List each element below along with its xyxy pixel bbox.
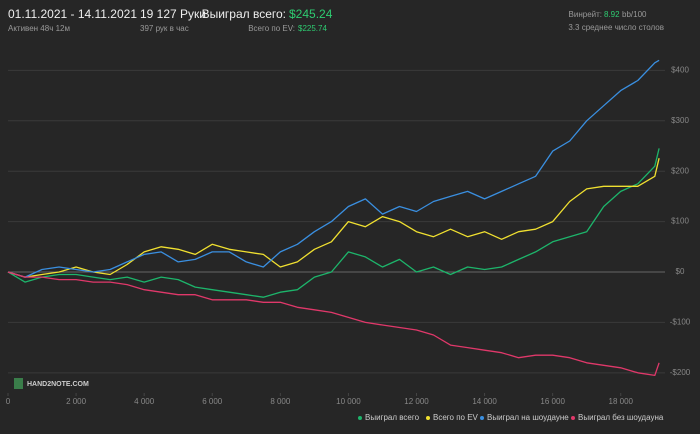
- legend-label: Выиграл на шоудауне: [487, 413, 569, 422]
- winrate-label: Винрейт:: [569, 10, 602, 19]
- x-tick-label: 4 000: [134, 397, 155, 406]
- x-tick-label: 16 000: [540, 397, 565, 406]
- hands: 19 127 Руки: [140, 7, 206, 21]
- date-range: 01.11.2021 - 14.11.2021: [8, 7, 137, 21]
- legend-swatch: [571, 416, 575, 420]
- y-tick-label: $0: [676, 267, 685, 276]
- active-time: Активен 48ч 12м: [8, 24, 70, 33]
- hands-per-hour: 397 рук в час: [140, 24, 189, 33]
- legend-label: Выиграл без шоудауна: [578, 413, 664, 422]
- x-tick-label: 0: [6, 397, 11, 406]
- series-line: [7, 59, 660, 278]
- y-tick-label: -$100: [670, 318, 691, 327]
- y-tick-label: -$200: [670, 368, 691, 377]
- legend-swatch: [480, 416, 484, 420]
- won-value: $245.24: [289, 7, 333, 21]
- winrate-unit: bb/100: [622, 10, 647, 19]
- y-tick-label: $100: [671, 217, 689, 226]
- legend-swatch: [358, 416, 362, 420]
- series-line: [7, 148, 660, 298]
- x-tick-label: 6 000: [202, 397, 223, 406]
- y-tick-label: $200: [671, 166, 689, 175]
- x-tick-label: 18 000: [609, 397, 634, 406]
- y-tick-label: $400: [671, 66, 689, 75]
- x-tick-label: 12 000: [404, 397, 429, 406]
- x-tick-label: 14 000: [472, 397, 497, 406]
- series-line: [7, 158, 660, 278]
- legend-label: Выиграл всего: [365, 413, 420, 422]
- winrate-value: 8.92: [604, 10, 620, 19]
- legend-label: Всего по EV: [433, 413, 479, 422]
- won-label: Выиграл всего:: [202, 7, 286, 21]
- ev-value: $225.74: [298, 24, 327, 33]
- x-tick-label: 10 000: [336, 397, 361, 406]
- series-line: [7, 271, 660, 377]
- logo-icon: [14, 378, 23, 389]
- x-tick-label: 8 000: [270, 397, 291, 406]
- y-tick-label: $300: [671, 116, 689, 125]
- tables: 3.3 среднее число столов: [568, 23, 664, 32]
- logo: HAND2NOTE.COM: [27, 381, 89, 388]
- ev-label: Всего по EV:: [248, 24, 295, 33]
- legend-swatch: [426, 416, 430, 420]
- x-tick-label: 2 000: [66, 397, 87, 406]
